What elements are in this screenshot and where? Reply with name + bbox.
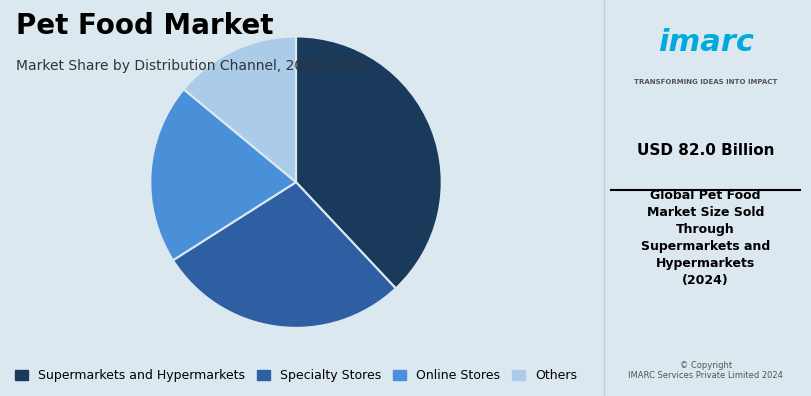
Text: USD 82.0 Billion: USD 82.0 Billion xyxy=(637,143,775,158)
Legend: Supermarkets and Hypermarkets, Specialty Stores, Online Stores, Others: Supermarkets and Hypermarkets, Specialty… xyxy=(11,364,581,387)
Wedge shape xyxy=(173,182,396,328)
Text: TRANSFORMING IDEAS INTO IMPACT: TRANSFORMING IDEAS INTO IMPACT xyxy=(634,79,777,85)
Text: Market Share by Distribution Channel, 2024 (in %): Market Share by Distribution Channel, 20… xyxy=(16,59,367,73)
Text: Pet Food Market: Pet Food Market xyxy=(16,12,274,40)
Text: imarc: imarc xyxy=(658,28,753,57)
Text: © Copyright
IMARC Services Private Limited 2024: © Copyright IMARC Services Private Limit… xyxy=(629,361,783,380)
Wedge shape xyxy=(150,89,296,260)
Text: Global Pet Food
Market Size Sold
Through
Supermarkets and
Hypermarkets
(2024): Global Pet Food Market Size Sold Through… xyxy=(641,188,770,287)
Wedge shape xyxy=(184,36,296,182)
Wedge shape xyxy=(296,36,442,288)
